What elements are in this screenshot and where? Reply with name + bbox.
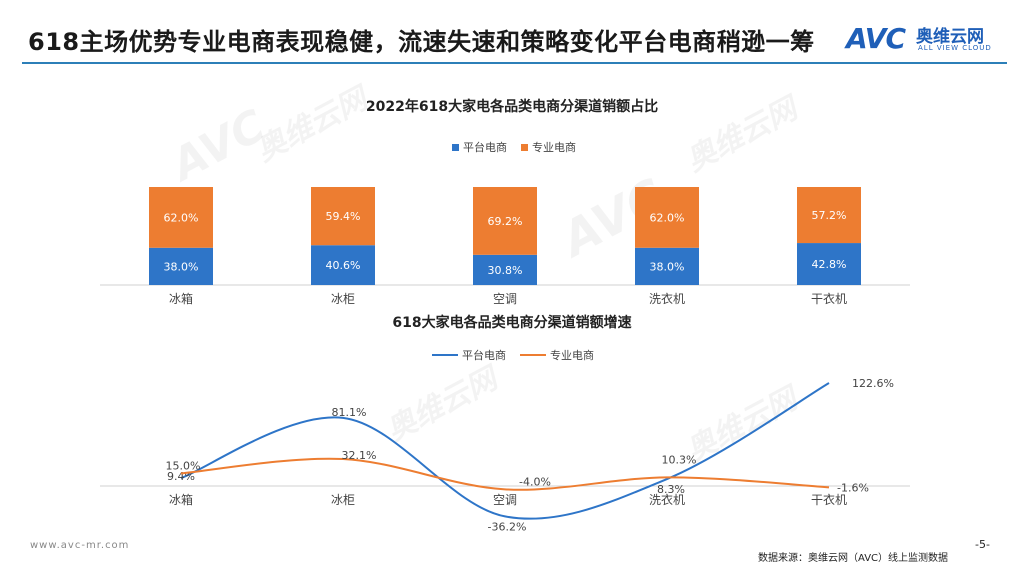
x-tick-label: 冰柜 xyxy=(331,493,355,507)
logo-mark: AVC xyxy=(846,22,906,55)
x-tick-label: 空调 xyxy=(493,292,517,306)
legend-swatch-professional xyxy=(521,143,528,151)
legend-item-platform: 平台电商 xyxy=(452,139,507,155)
line-data-label: -4.0% xyxy=(519,475,551,488)
legend-label-professional: 专业电商 xyxy=(532,141,576,154)
series-line-platform xyxy=(180,382,830,520)
bar-chart-legend: 平台电商 专业电商 xyxy=(452,139,576,155)
legend-label-platform-line: 平台电商 xyxy=(462,349,506,362)
bar-professional xyxy=(797,187,861,244)
logo: AVC 奥维云网 ALL VIEW CLOUD xyxy=(846,20,1006,56)
line-data-label: 10.3% xyxy=(662,453,697,466)
footer-url: www.avc-mr.com xyxy=(30,540,130,551)
legend-swatch-platform xyxy=(452,143,459,151)
legend-label-professional-line: 专业电商 xyxy=(550,349,594,362)
legend-item-professional: 专业电商 xyxy=(521,139,576,155)
x-tick-label: 洗衣机 xyxy=(649,492,685,507)
legend-line-professional xyxy=(520,354,546,356)
bar-platform xyxy=(149,247,213,285)
data-source-note: 数据来源：奥维云网（AVC）线上监测数据 xyxy=(758,553,949,564)
series-line-professional xyxy=(180,457,830,491)
header-divider xyxy=(22,62,1007,64)
line-data-label: -1.6% xyxy=(837,481,869,494)
logo-en: ALL VIEW CLOUD xyxy=(918,44,992,52)
bar-platform xyxy=(797,243,861,285)
bar-data-label: 42.8% xyxy=(812,258,847,271)
line-chart-legend: 平台电商 专业电商 xyxy=(432,347,594,363)
bar-data-label: 62.0% xyxy=(650,211,685,224)
logo-cn: 奥维云网 xyxy=(916,27,984,47)
bar-data-label: 38.0% xyxy=(164,260,199,273)
x-tick-label: 空调 xyxy=(493,493,517,507)
x-tick-label: 冰箱 xyxy=(169,492,193,507)
bar-data-label: 38.0% xyxy=(650,260,685,273)
bar-data-label: 62.0% xyxy=(164,211,199,224)
line-data-label: -36.2% xyxy=(488,520,527,533)
line-data-label: 122.6% xyxy=(852,377,894,390)
legend-label-platform: 平台电商 xyxy=(463,141,507,154)
line-chart-title: 618大家电各品类电商分渠道销额增速 xyxy=(392,315,632,331)
line-data-label: 8.3% xyxy=(657,483,685,496)
bar-data-label: 59.4% xyxy=(326,210,361,223)
x-tick-label: 冰柜 xyxy=(331,292,355,306)
x-tick-label: 干衣机 xyxy=(811,291,847,306)
line-data-label: 81.1% xyxy=(332,406,367,419)
line-data-label: 15.0% xyxy=(166,459,201,472)
x-tick-label: 冰箱 xyxy=(169,291,193,306)
bar-platform xyxy=(311,245,375,285)
bar-data-label: 57.2% xyxy=(812,209,847,222)
x-tick-label: 干衣机 xyxy=(811,492,847,507)
bar-data-label: 40.6% xyxy=(326,259,361,272)
bar-professional xyxy=(311,187,375,246)
bar-chart-title: 2022年618大家电各品类电商分渠道销额占比 xyxy=(365,99,659,115)
bar-data-label: 69.2% xyxy=(488,215,523,228)
legend-item-platform-line: 平台电商 xyxy=(432,347,506,363)
bar-platform xyxy=(473,254,537,285)
bar-professional xyxy=(149,187,213,248)
bar-professional xyxy=(635,187,699,248)
bar-platform xyxy=(635,247,699,285)
line-data-label: 32.1% xyxy=(342,449,377,462)
legend-item-professional-line: 专业电商 xyxy=(520,347,594,363)
page-number: -5- xyxy=(975,538,990,551)
bar-professional xyxy=(473,187,537,255)
bar-data-label: 30.8% xyxy=(488,264,523,277)
page-title: 618主场优势专业电商表现稳健，流速失速和策略变化平台电商稍逊一筹 xyxy=(28,28,815,56)
legend-line-platform xyxy=(432,354,458,356)
x-tick-label: 洗衣机 xyxy=(649,291,685,306)
